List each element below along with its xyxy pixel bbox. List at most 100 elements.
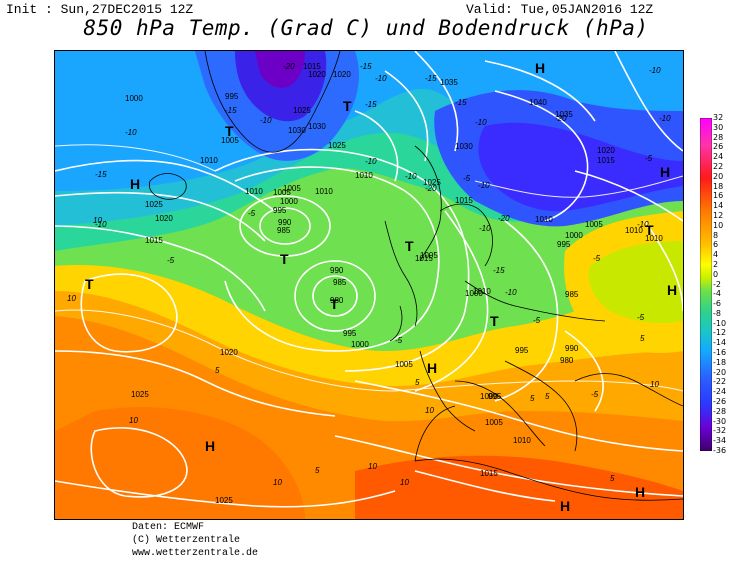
- coastlines: [148, 51, 683, 501]
- svg-text:1030: 1030: [455, 142, 473, 151]
- colorbar-tick-label: 18: [713, 181, 724, 191]
- colorbar-tick-label: -22: [713, 377, 727, 387]
- colorbar-tick-label: -12: [713, 328, 727, 338]
- svg-text:1020: 1020: [220, 348, 238, 357]
- svg-text:1020: 1020: [155, 214, 173, 223]
- colorbar-tick-label: 28: [713, 132, 724, 142]
- temperature-colorbar: [700, 118, 712, 451]
- colorbar-tick-label: -24: [713, 387, 727, 397]
- svg-text:1010: 1010: [535, 215, 553, 224]
- svg-text:995: 995: [343, 329, 357, 338]
- svg-text:-10: -10: [479, 224, 491, 233]
- colorbar-tick-label: -32: [713, 426, 727, 436]
- svg-text:-5: -5: [395, 336, 403, 345]
- colorbar-tick-label: -14: [713, 338, 727, 348]
- colorbar-tick-label: 10: [713, 220, 724, 230]
- low-marker: T: [85, 276, 94, 292]
- svg-text:1010: 1010: [473, 287, 491, 296]
- svg-text:985: 985: [333, 278, 347, 287]
- colorbar-tick-label: -26: [713, 397, 727, 407]
- svg-text:1010: 1010: [645, 234, 663, 243]
- pressure-centers: H H H H H H H H T T T T T T T T: [85, 60, 677, 514]
- colorbar-tick-label: -8: [713, 308, 721, 318]
- colorbar-tick-label: -30: [713, 416, 727, 426]
- svg-text:5: 5: [415, 378, 420, 387]
- svg-text:990: 990: [278, 218, 292, 227]
- svg-text:1015: 1015: [145, 236, 163, 245]
- svg-text:10: 10: [400, 478, 409, 487]
- high-marker: H: [535, 60, 545, 76]
- svg-text:-10: -10: [475, 118, 487, 127]
- svg-text:990: 990: [565, 344, 579, 353]
- svg-text:-5: -5: [645, 154, 653, 163]
- svg-text:-15: -15: [425, 74, 437, 83]
- colorbar-tick-label: 12: [713, 210, 724, 220]
- svg-text:1005: 1005: [221, 136, 239, 145]
- svg-text:1005: 1005: [395, 360, 413, 369]
- svg-text:985: 985: [565, 290, 579, 299]
- high-marker: H: [667, 282, 677, 298]
- svg-text:-10: -10: [505, 288, 517, 297]
- map-canvas: H H H H H H H H T T T T T T T T 1000 101…: [55, 51, 683, 519]
- svg-text:995: 995: [488, 392, 502, 401]
- colorbar-tick-label: -36: [713, 446, 727, 455]
- svg-text:1020: 1020: [333, 70, 351, 79]
- svg-text:995: 995: [557, 240, 571, 249]
- high-marker: H: [560, 498, 570, 514]
- svg-text:990: 990: [330, 266, 344, 275]
- svg-text:5: 5: [530, 394, 535, 403]
- svg-text:-15: -15: [365, 100, 377, 109]
- svg-text:985: 985: [277, 226, 291, 235]
- svg-text:1015: 1015: [597, 156, 615, 165]
- colorbar-tick-label: -4: [713, 289, 721, 299]
- svg-text:1015: 1015: [455, 196, 473, 205]
- svg-text:1010: 1010: [355, 171, 373, 180]
- svg-text:1000: 1000: [351, 340, 369, 349]
- low-marker: T: [405, 238, 414, 254]
- svg-text:-20: -20: [425, 184, 437, 193]
- temperature-labels: -20 -15 -15 -10 -15 -10 -20 -15 -10 -10 …: [67, 62, 671, 487]
- svg-text:1025: 1025: [423, 178, 441, 187]
- colorbar-tick-label: 30: [713, 122, 724, 132]
- svg-text:1020: 1020: [308, 70, 326, 79]
- svg-text:-10: -10: [95, 220, 107, 229]
- svg-text:-5: -5: [593, 254, 601, 263]
- colorbar-tick-label: -16: [713, 348, 727, 358]
- footer-copyright: (C) Wetterzentrale: [132, 535, 241, 546]
- svg-text:1025: 1025: [131, 390, 149, 399]
- colorbar-tick-label: -6: [713, 299, 721, 309]
- colorbar-tick-label: 4: [713, 250, 719, 260]
- svg-text:1035: 1035: [440, 78, 458, 87]
- low-marker: T: [645, 222, 654, 238]
- svg-text:-15: -15: [225, 106, 237, 115]
- svg-text:5: 5: [610, 474, 615, 483]
- isobars: [55, 51, 683, 508]
- svg-text:10: 10: [368, 462, 377, 471]
- low-marker: T: [225, 123, 234, 139]
- svg-text:995: 995: [225, 92, 239, 101]
- valid-time: Valid: Tue,05JAN2016 12Z: [466, 2, 654, 17]
- svg-text:1030: 1030: [308, 122, 326, 131]
- svg-text:-10: -10: [659, 114, 671, 123]
- svg-text:1040: 1040: [529, 98, 547, 107]
- svg-text:10: 10: [273, 478, 282, 487]
- svg-text:-5: -5: [591, 390, 599, 399]
- colorbar-tick-label: 24: [713, 152, 724, 162]
- svg-text:1025: 1025: [145, 200, 163, 209]
- svg-text:1010: 1010: [625, 226, 643, 235]
- colorbar-tick-label: 14: [713, 201, 724, 211]
- svg-text:10: 10: [650, 380, 659, 389]
- svg-text:995: 995: [273, 206, 287, 215]
- svg-text:1000: 1000: [280, 197, 298, 206]
- high-marker: H: [130, 176, 140, 192]
- svg-text:1025: 1025: [215, 496, 233, 505]
- svg-text:1000: 1000: [465, 289, 483, 298]
- svg-text:-10: -10: [637, 220, 649, 229]
- colorbar-tick-label: -10: [713, 318, 727, 328]
- svg-text:1005: 1005: [485, 418, 503, 427]
- svg-text:1015: 1015: [415, 254, 433, 263]
- africa-warm: [355, 455, 683, 519]
- high-marker: H: [427, 360, 437, 376]
- colorbar-tick-label: 26: [713, 142, 724, 152]
- colorbar-tick-label: 22: [713, 161, 724, 171]
